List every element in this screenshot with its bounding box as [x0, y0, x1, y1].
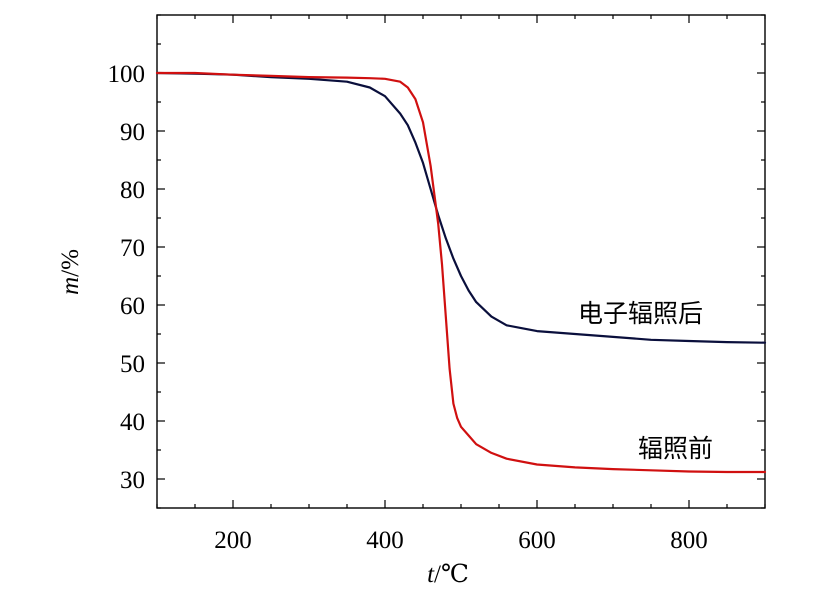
- x-tick-label: 200: [214, 527, 252, 554]
- x-tick-label: 400: [366, 527, 404, 554]
- x-axis-label: t/℃: [427, 561, 469, 588]
- y-tick-label: 90: [120, 119, 145, 146]
- y-axis-var: m: [57, 277, 84, 295]
- x-axis-ticks: 200 400 600 800: [156, 15, 766, 554]
- series-line-1: [155, 71, 767, 474]
- series-label-before: 辐照前: [638, 434, 713, 463]
- y-tick-label: 80: [120, 177, 145, 204]
- y-tick-label: 100: [108, 61, 146, 88]
- x-axis-unit: /℃: [434, 561, 469, 588]
- x-tick-label: 800: [670, 527, 708, 554]
- y-axis-unit: /%: [57, 249, 84, 277]
- series-label-irradiated: 电子辐照后: [578, 299, 703, 328]
- y-tick-label: 60: [120, 293, 145, 320]
- y-axis-ticks: 30 40 50 60 70 80 90 100: [108, 14, 765, 509]
- y-tick-label: 70: [120, 235, 145, 262]
- series-layer: [155, 71, 767, 474]
- y-tick-label: 50: [120, 351, 145, 378]
- x-tick-label: 600: [518, 527, 556, 554]
- y-axis-label: m/%: [57, 249, 84, 295]
- y-tick-label: 40: [120, 409, 145, 436]
- series-line-0: [155, 71, 767, 344]
- y-tick-label: 30: [120, 467, 145, 494]
- x-axis-var: t: [427, 561, 435, 588]
